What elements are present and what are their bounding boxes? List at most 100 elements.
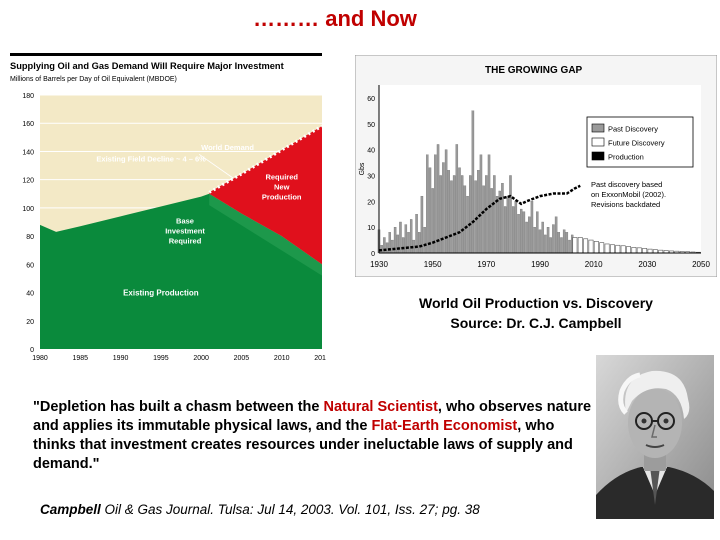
quote-open: "Depletion has built a chasm between the	[33, 399, 324, 415]
citation: Campbell Oil & Gas Journal. Tulsa: Jul 1…	[40, 502, 480, 517]
x-tick-label: 2050	[692, 260, 710, 269]
past-discovery-bar	[420, 195, 424, 254]
past-discovery-bar	[514, 201, 518, 254]
future-discovery-bar	[572, 237, 578, 254]
y-tick-label: 0	[30, 347, 34, 354]
campbell-quote: "Depletion has built a chasm between the…	[33, 398, 593, 474]
existing-production-area	[40, 193, 322, 349]
past-discovery-bar	[517, 214, 520, 254]
past-discovery-bar	[439, 175, 442, 254]
x-tick-label: 2030	[638, 260, 656, 269]
required-new-production-area	[209, 126, 322, 265]
past-discovery-bar	[460, 175, 464, 254]
annotation-base-investment: Base	[176, 216, 194, 225]
y-tick-label: 40	[367, 148, 375, 155]
past-discovery-bar	[423, 227, 426, 254]
past-discovery-bar	[557, 232, 561, 254]
past-discovery-bar	[538, 229, 542, 254]
x-tick-label: 1980	[32, 355, 48, 362]
x-tick-label: 1990	[531, 260, 549, 269]
future-discovery-bar	[577, 237, 583, 254]
past-discovery-bar	[546, 227, 550, 254]
future-discovery-bar	[588, 239, 594, 254]
legend-box	[586, 116, 694, 168]
citation-author: Campbell	[40, 502, 101, 517]
legend-swatch	[591, 137, 605, 147]
x-tick-label: 1950	[424, 260, 442, 269]
future-discovery-bar	[642, 248, 648, 254]
future-discovery-bar	[652, 249, 658, 254]
legend-swatch	[591, 123, 605, 133]
past-discovery-bar	[562, 229, 566, 254]
y-axis-label: Millions of Barrels per Day of Oil Equiv…	[10, 76, 177, 83]
quote-term-flat-earth-economist: Flat-Earth Economist	[371, 418, 518, 434]
past-discovery-bar	[463, 185, 467, 254]
y-tick-label: 60	[367, 96, 375, 103]
annotation-base-investment: Required	[169, 236, 202, 245]
annotation-base-investment: Investment	[165, 226, 205, 235]
future-discovery-bar	[593, 241, 599, 254]
legend-label: Future Discovery	[608, 139, 665, 148]
past-discovery-bar	[418, 232, 421, 254]
quote-close: , who thinks that investment creates res…	[33, 418, 573, 472]
annotation-existing-production: Existing Production	[123, 288, 199, 297]
past-discovery-bar	[525, 221, 528, 254]
past-discovery-bar	[554, 216, 558, 254]
past-discovery-bar	[544, 234, 547, 254]
past-discovery-bar	[426, 154, 429, 254]
future-discovery-bar	[631, 247, 637, 254]
past-discovery-bar	[447, 170, 450, 254]
future-discovery-bar	[647, 248, 653, 254]
chart-note: Revisions backdated	[591, 200, 660, 209]
past-discovery-bar	[452, 175, 456, 254]
y-tick-label: 120	[22, 178, 34, 185]
chart-note: Past discovery based	[591, 180, 662, 189]
chart-title: THE GROWING GAP	[485, 65, 583, 76]
annotation-field-decline: Existing Field Decline ~ 4 – 6%	[96, 154, 206, 163]
caption-line-2: Source: Dr. C.J. Campbell	[450, 315, 622, 331]
y-tick-label: 50	[367, 122, 375, 129]
investment-area-chart: Supplying Oil and Gas Demand Will Requir…	[6, 45, 326, 365]
past-discovery-bar	[471, 110, 475, 254]
past-discovery-bar	[528, 216, 531, 254]
x-tick-label: 1930	[370, 260, 388, 269]
past-discovery-bar	[541, 221, 544, 254]
past-discovery-bar	[434, 154, 437, 254]
future-discovery-bar	[604, 243, 610, 254]
past-discovery-bar	[391, 239, 394, 254]
past-discovery-bar	[385, 242, 389, 254]
past-discovery-bar	[487, 154, 491, 254]
past-discovery-bar	[552, 224, 555, 254]
past-discovery-bar	[509, 175, 512, 254]
chart-caption: World Oil Production vs. Discovery Sourc…	[355, 293, 717, 333]
y-tick-label: 0	[371, 251, 375, 258]
base-investment-band	[209, 193, 322, 276]
y-tick-label: 100	[22, 206, 34, 213]
annotation-required-new: Required	[265, 173, 298, 182]
future-discovery-bar	[620, 245, 626, 254]
legend-label: Production	[608, 153, 644, 162]
legend-swatch	[591, 151, 605, 161]
past-discovery-bar	[477, 170, 480, 254]
past-discovery-bar	[530, 201, 534, 254]
y-tick-label: 180	[22, 93, 34, 100]
past-discovery-bar	[568, 239, 571, 254]
past-discovery-bar	[455, 144, 459, 254]
x-tick-label: 1995	[153, 355, 169, 362]
production-line	[378, 184, 581, 252]
y-axis-label: Gbs	[359, 162, 366, 175]
y-tick-label: 10	[367, 225, 375, 232]
chart-title: Supplying Oil and Gas Demand Will Requir…	[10, 61, 284, 71]
past-discovery-bar	[428, 167, 432, 254]
past-discovery-bar	[495, 195, 499, 254]
future-discovery-bar	[636, 247, 642, 254]
past-discovery-bar	[485, 175, 488, 254]
future-discovery-bar	[610, 244, 615, 254]
x-tick-label: 2010	[274, 355, 290, 362]
past-discovery-bar	[560, 237, 563, 254]
chart-header-rule	[10, 53, 322, 56]
past-discovery-bar	[549, 237, 552, 254]
x-tick-label: 1970	[477, 260, 495, 269]
y-tick-label: 20	[367, 199, 375, 206]
